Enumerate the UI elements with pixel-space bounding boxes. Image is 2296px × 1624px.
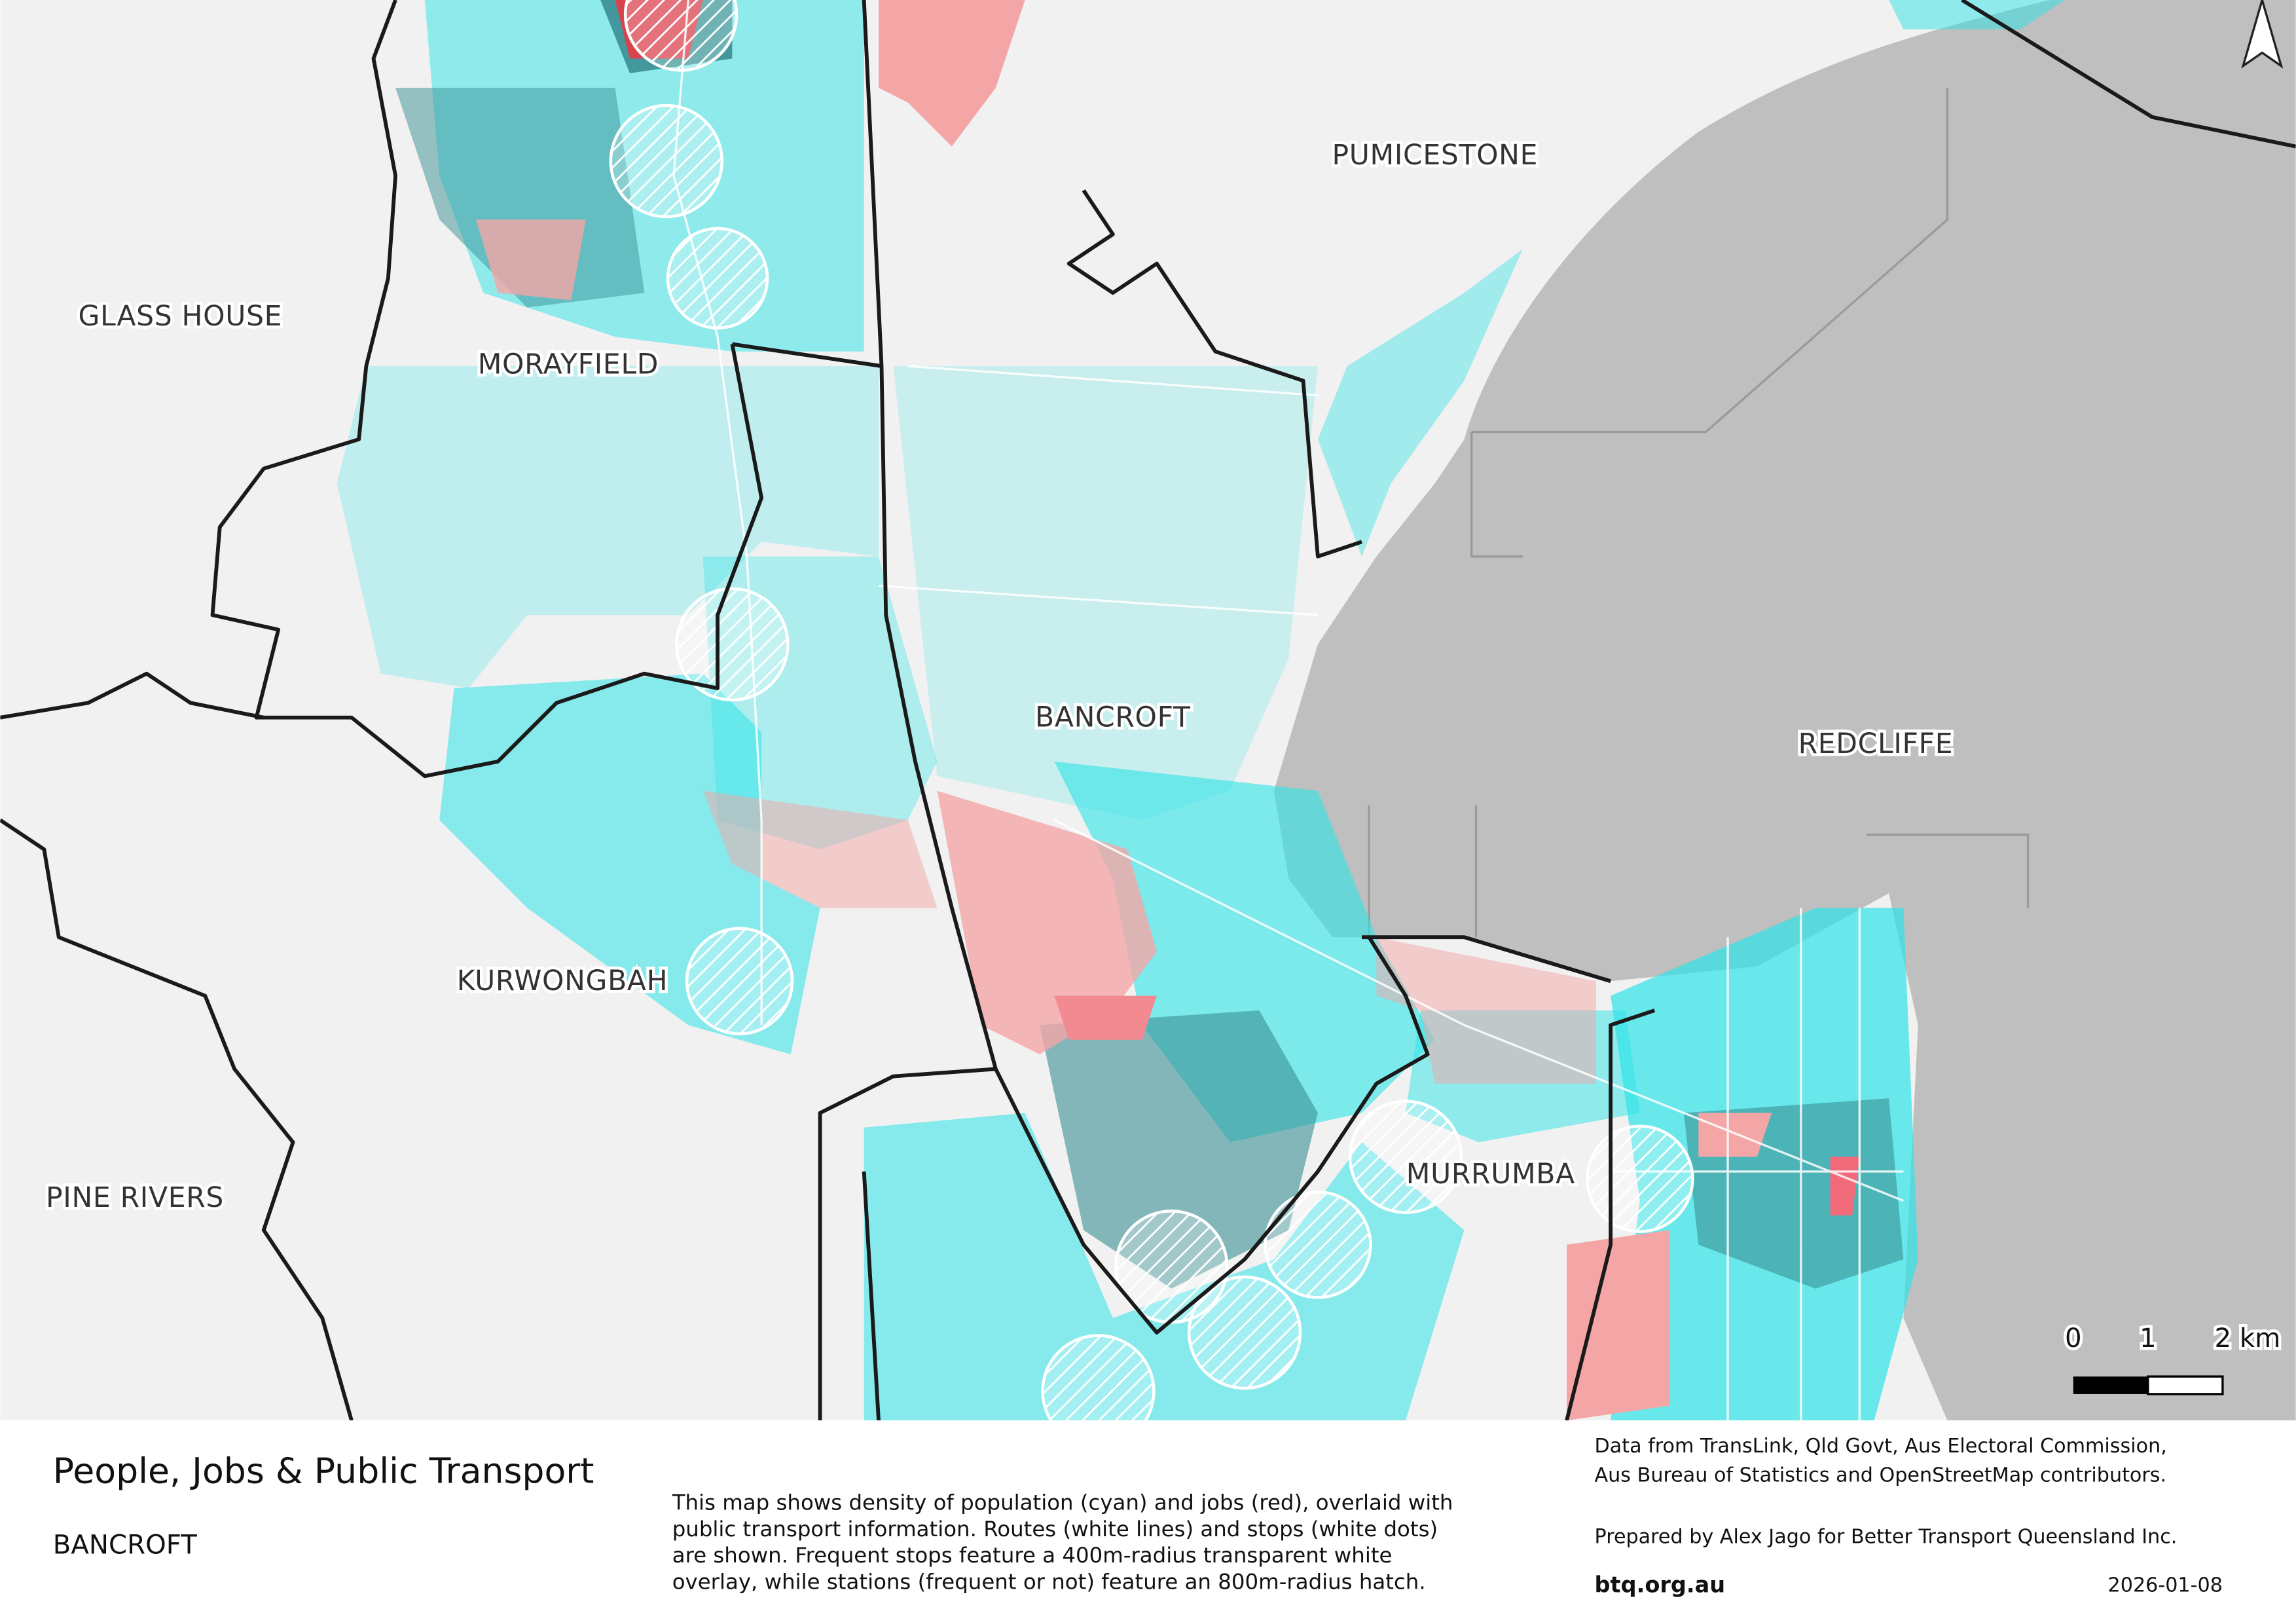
description: This map shows density of population (cy…: [672, 1490, 1453, 1595]
place-label: GLASS HOUSE: [79, 301, 283, 333]
website[interactable]: btq.org.au: [1595, 1572, 1726, 1597]
place-label: MORAYFIELD: [478, 349, 659, 381]
description-line: public transport information. Routes (wh…: [672, 1517, 1438, 1541]
footer-subtitle: BANCROFT: [53, 1530, 197, 1560]
scale-label: 1: [2140, 1323, 2157, 1354]
place-label: PUMICESTONE: [1332, 139, 1538, 172]
sources: Data from TransLink, Qld Govt, Aus Elect…: [1595, 1435, 2167, 1487]
footer: [0, 1420, 2296, 1624]
description-line: are shown. Frequent stops feature a 400m…: [672, 1543, 1393, 1568]
scale-bar: 0 1 2 km: [2062, 1321, 2284, 1395]
sea: [1273, 0, 2296, 1421]
scale-segment: [2073, 1376, 2148, 1394]
place-label: KURWONGBAH: [457, 965, 668, 997]
date: 2026-01-08: [2108, 1574, 2223, 1596]
map-area: PUMICESTONE GLASS HOUSE MORAYFIELD BANCROFT…: [0, 0, 2296, 1421]
place-label: BANCROFT: [1035, 701, 1191, 733]
place-label: PINE RIVERS: [46, 1182, 224, 1214]
station-hatches: [609, 0, 1694, 1421]
place-label: REDCLIFFE: [1798, 728, 1954, 760]
description-line: overlay, while stations (frequent or not…: [672, 1569, 1426, 1594]
source-line: Data from TransLink, Qld Govt, Aus Elect…: [1595, 1435, 2167, 1458]
place-label: MURRUMBA: [1406, 1158, 1575, 1190]
scale-segment: [2147, 1375, 2224, 1395]
electorate-boundaries: [0, 0, 2296, 1421]
footer-title: People, Jobs & Public Transport: [53, 1450, 594, 1491]
north-arrow: [2241, 0, 2284, 69]
marine-zone-lines: [1368, 88, 2030, 938]
scale-label: 2 km: [2214, 1323, 2280, 1354]
place-labels: PUMICESTONE GLASS HOUSE MORAYFIELD BANCROFT…: [43, 136, 1956, 1217]
description-line: This map shows density of population (cy…: [672, 1490, 1453, 1515]
mixed-density: [395, 0, 1904, 1289]
source-line: Aus Bureau of Statistics and OpenStreetM…: [1595, 1464, 2167, 1487]
scale-label: 0: [2065, 1323, 2082, 1354]
prepared-by: Prepared by Alex Jago for Better Transpo…: [1595, 1526, 2178, 1549]
